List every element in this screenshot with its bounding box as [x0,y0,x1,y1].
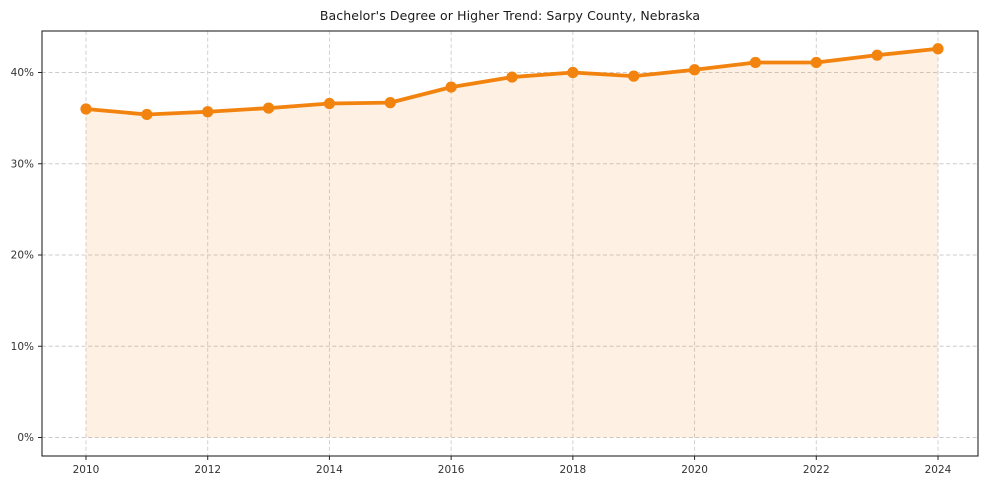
y-axis-tick-label: 30% [11,158,34,170]
area-fill [86,48,938,438]
x-axis-tick-label: 2022 [803,464,830,476]
data-point-2015 [384,97,396,109]
x-axis-tick-label: 2016 [438,464,465,476]
data-point-2010 [80,103,92,115]
x-axis-tick-label: 2012 [194,464,221,476]
data-point-2022 [810,56,822,69]
y-axis-tick-label: 0% [17,432,34,444]
data-point-2017 [506,71,518,83]
data-point-2023 [871,49,883,61]
x-axis-tick-label: 2014 [316,464,343,476]
y-axis-tick-label: 40% [11,67,34,79]
plot-border [41,30,979,457]
x-axis-tick-label: 2024 [925,464,952,476]
data-point-2014 [323,97,336,110]
y-axis-tick-label: 20% [11,250,34,262]
x-axis-tick-label: 2010 [73,464,100,476]
data-point-2024 [932,43,944,55]
x-axis-tick-label: 2020 [681,464,708,476]
data-point-2020 [688,64,701,76]
y-axis-tick-label: 10% [11,341,34,353]
data-point-2016 [445,81,457,93]
x-axis-tick-label: 2018 [559,464,586,476]
data-point-2019 [628,70,640,82]
data-point-2013 [262,102,275,114]
data-point-2021 [749,56,762,69]
data-point-2011 [141,108,153,121]
data-point-2018 [567,66,579,79]
chart-title: Bachelor's Degree or Higher Trend: Sarpy… [319,8,701,23]
data-point-2012 [202,106,214,118]
